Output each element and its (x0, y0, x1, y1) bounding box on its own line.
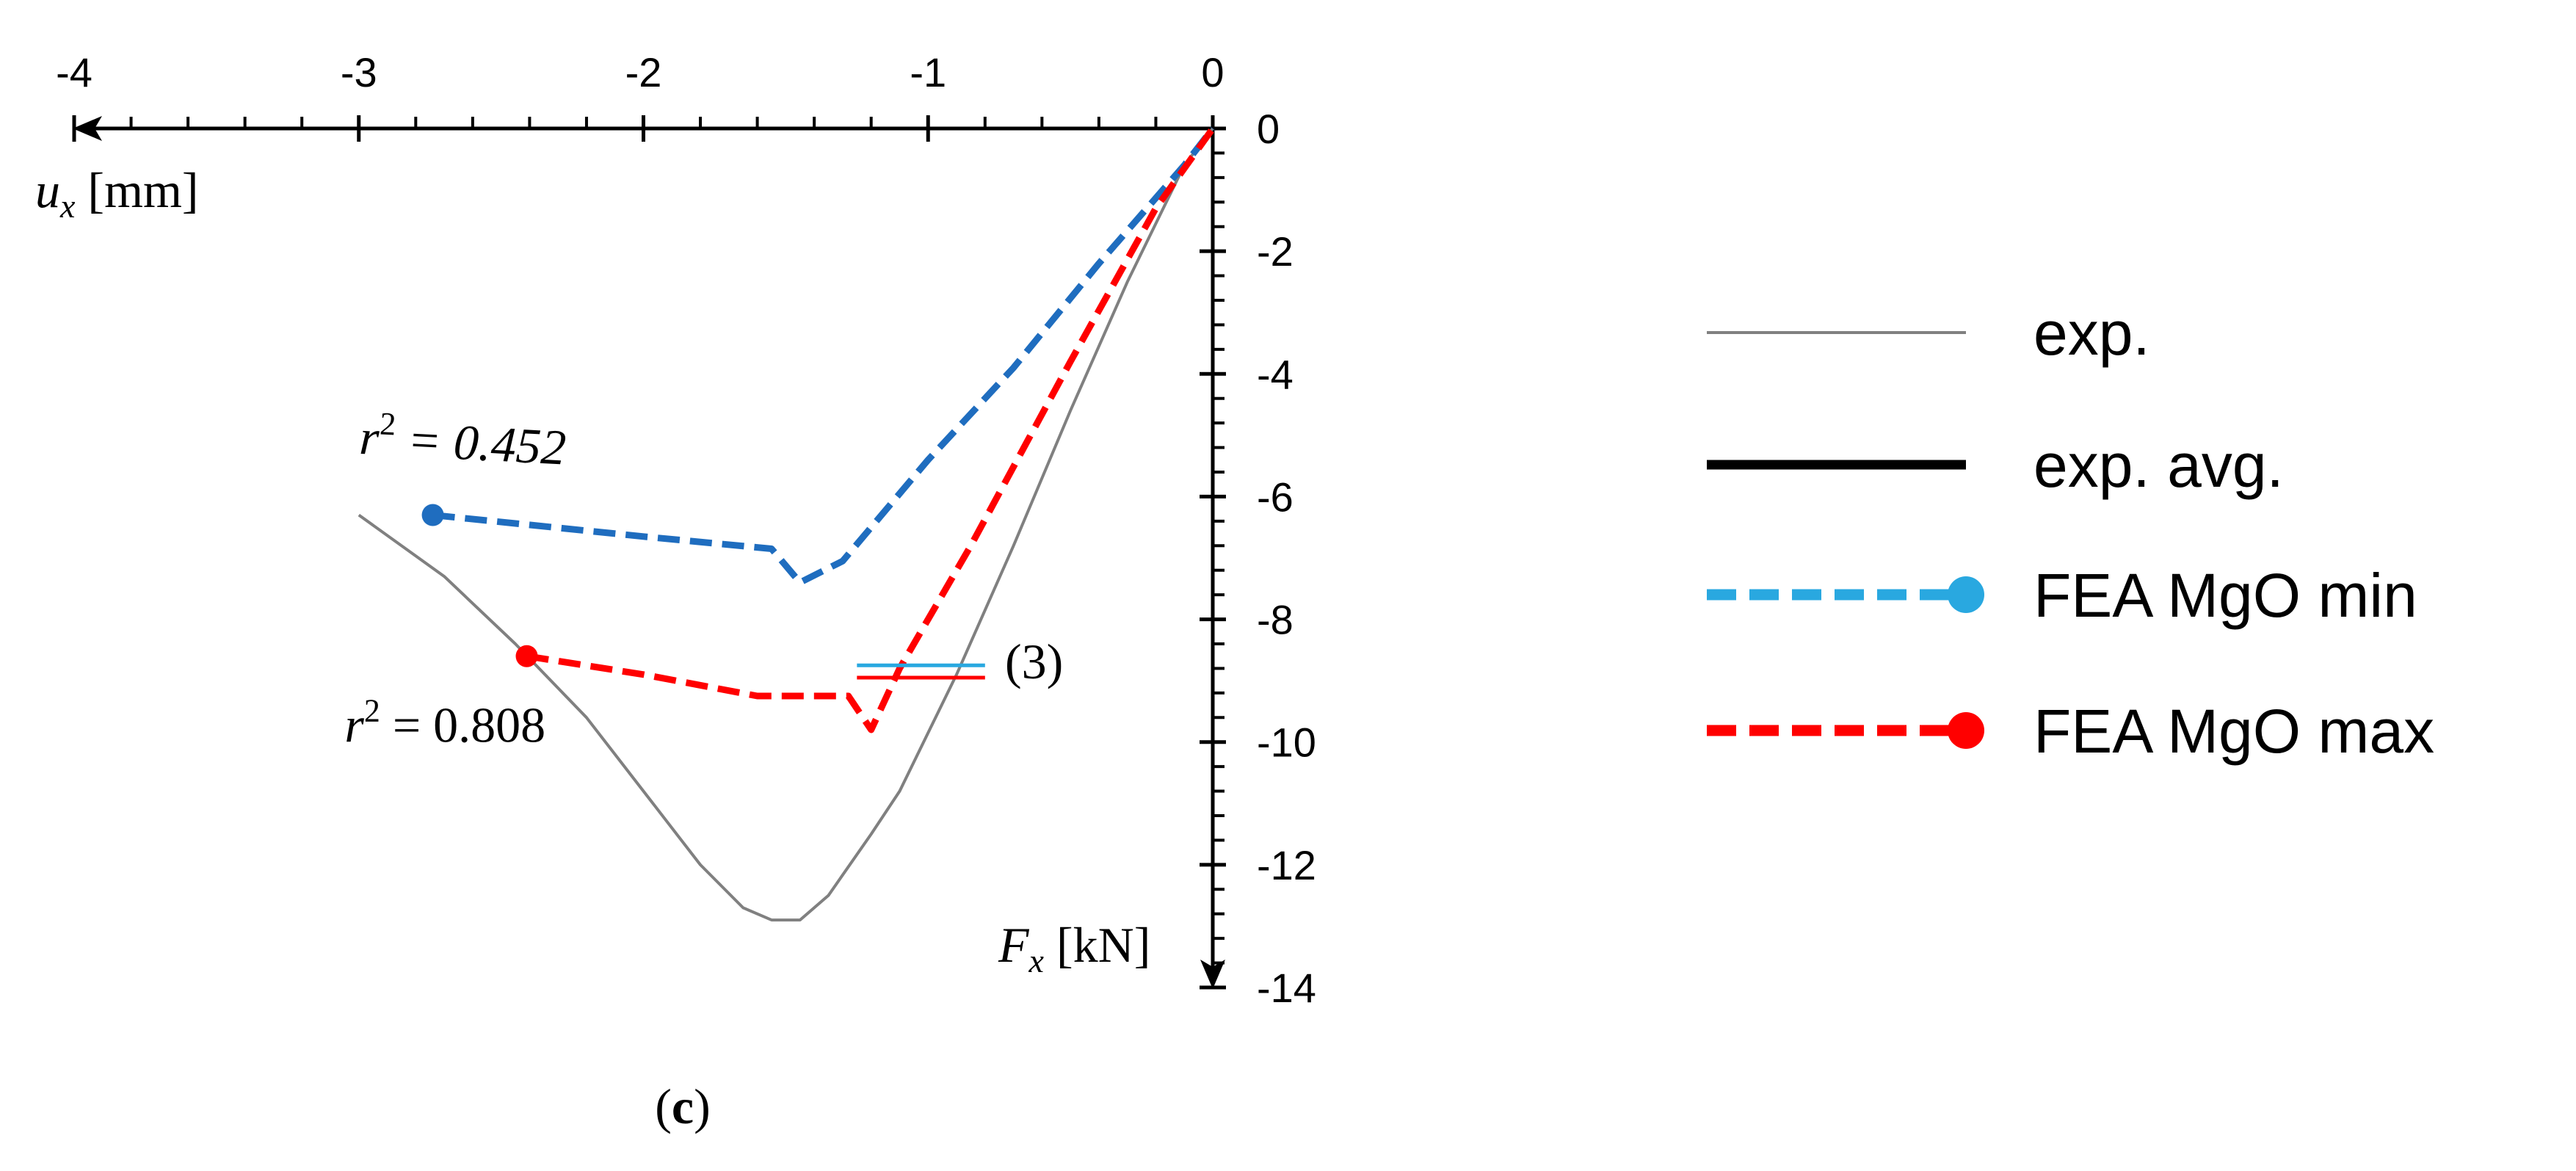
y-tick-label: -14 (1257, 965, 1316, 1011)
legend: exp. exp. avg. FEA MgO min FEA MgO max (1707, 299, 2434, 766)
y-tick-label: -4 (1257, 351, 1294, 397)
x-tick-label: -4 (56, 49, 92, 95)
x-tick-label: -3 (341, 49, 377, 95)
annotation-layer: r2 = 0.452 r2 = 0.808 (3) (344, 405, 1063, 753)
y-tick-label: -2 (1257, 228, 1294, 275)
legend-label: FEA MgO max (2033, 697, 2434, 766)
legend-label: exp. avg. (2033, 431, 2284, 500)
x-tick-label: 0 (1201, 49, 1224, 95)
series-layer (358, 126, 1216, 922)
x-tick-label: -2 (625, 49, 662, 95)
x-axis-arrow (73, 116, 102, 141)
legend-marker (1948, 712, 1984, 749)
legend-item: exp. avg. (1707, 431, 2284, 500)
series-marker (421, 504, 444, 526)
y-axis-arrow (1200, 960, 1225, 989)
series-marker (515, 645, 538, 667)
legend-item: FEA MgO max (1707, 697, 2434, 766)
panel-label: (c) (655, 1078, 711, 1134)
series-line-exp (358, 127, 1214, 922)
y-tick-label: -8 (1257, 597, 1294, 643)
y-axis-label: Fx [kN] (998, 917, 1150, 979)
legend-marker (1948, 576, 1984, 613)
marker-3-label: (3) (1005, 634, 1063, 689)
series-line-fea-mgo-max (526, 126, 1216, 733)
y-tick-label: 0 (1257, 106, 1280, 152)
r-squared-annotation: r2 = 0.808 (344, 693, 545, 753)
y-tick-label: -10 (1257, 719, 1316, 766)
legend-item: exp. (1707, 299, 2150, 368)
y-tick-label: -12 (1257, 842, 1316, 888)
r-squared-annotation: r2 = 0.452 (358, 405, 567, 476)
legend-label: FEA MgO min (2033, 561, 2417, 630)
x-axis-label: ux [mm] (35, 162, 199, 225)
legend-label: exp. (2033, 299, 2150, 368)
x-tick-label: -1 (910, 49, 946, 95)
y-tick-label: -6 (1257, 474, 1294, 520)
series-line-fea-mgo-min (432, 126, 1216, 586)
legend-item: FEA MgO min (1707, 561, 2417, 630)
